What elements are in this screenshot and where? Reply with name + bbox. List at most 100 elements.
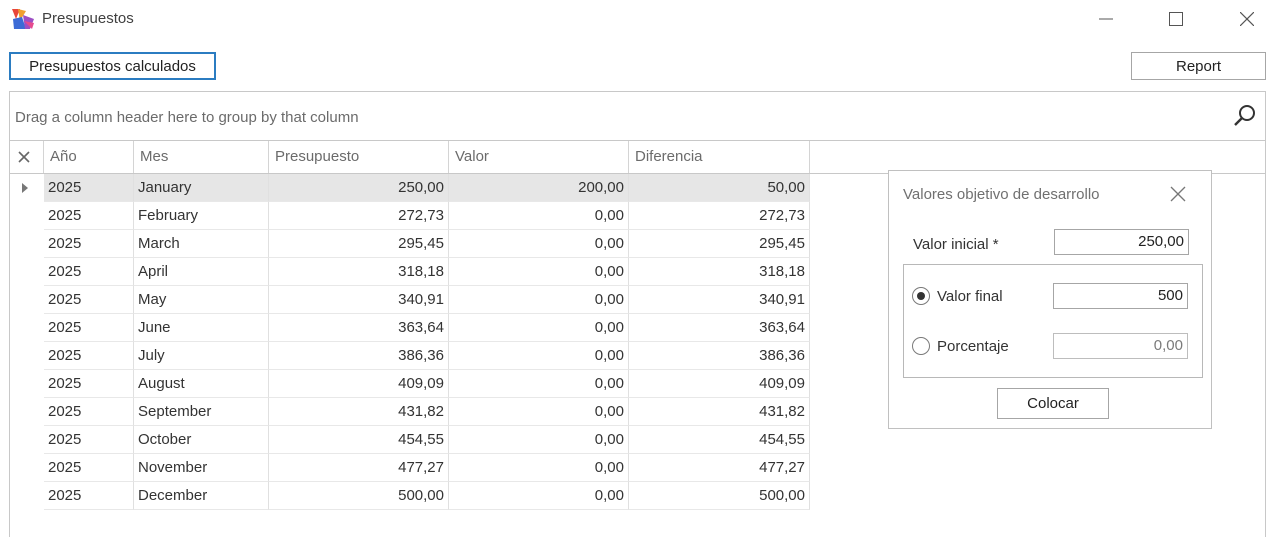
- cell-presupuesto[interactable]: 386,36: [269, 342, 449, 370]
- table-row[interactable]: 2025 February 272,73 0,00 272,73: [10, 202, 810, 230]
- cell-diferencia[interactable]: 409,09: [629, 370, 810, 398]
- cell-presupuesto[interactable]: 500,00: [269, 482, 449, 510]
- final-value-field[interactable]: 500: [1053, 283, 1188, 309]
- app-logo-icon: [12, 9, 34, 29]
- cell-diferencia[interactable]: 363,64: [629, 314, 810, 342]
- cell-presupuesto[interactable]: 454,55: [269, 426, 449, 454]
- cell-ano[interactable]: 2025: [44, 426, 134, 454]
- table-row[interactable]: 2025 January 250,00 200,00 50,00: [10, 174, 810, 202]
- table-row[interactable]: 2025 September 431,82 0,00 431,82: [10, 398, 810, 426]
- cell-presupuesto[interactable]: 409,09: [269, 370, 449, 398]
- cell-mes[interactable]: July: [134, 342, 269, 370]
- cell-diferencia[interactable]: 500,00: [629, 482, 810, 510]
- table-row[interactable]: 2025 August 409,09 0,00 409,09: [10, 370, 810, 398]
- column-header-diferencia[interactable]: Diferencia: [629, 141, 810, 173]
- column-header-row: Año Mes Presupuesto Valor Diferencia: [10, 141, 1265, 174]
- cell-ano[interactable]: 2025: [44, 454, 134, 482]
- maximize-button[interactable]: [1158, 4, 1194, 34]
- cell-presupuesto[interactable]: 250,00: [269, 174, 449, 202]
- cell-valor[interactable]: 0,00: [449, 482, 629, 510]
- cell-diferencia[interactable]: 318,18: [629, 258, 810, 286]
- cell-ano[interactable]: 2025: [44, 202, 134, 230]
- table-row[interactable]: 2025 October 454,55 0,00 454,55: [10, 426, 810, 454]
- cell-valor[interactable]: 0,00: [449, 426, 629, 454]
- cell-presupuesto[interactable]: 295,45: [269, 230, 449, 258]
- clear-icon: [18, 151, 30, 163]
- cell-valor[interactable]: 0,00: [449, 286, 629, 314]
- apply-button[interactable]: Colocar: [997, 388, 1109, 419]
- cell-diferencia[interactable]: 340,91: [629, 286, 810, 314]
- cell-ano[interactable]: 2025: [44, 230, 134, 258]
- cell-valor[interactable]: 0,00: [449, 258, 629, 286]
- cell-presupuesto[interactable]: 431,82: [269, 398, 449, 426]
- cell-mes[interactable]: August: [134, 370, 269, 398]
- close-button[interactable]: [1229, 4, 1265, 34]
- table-row[interactable]: 2025 July 386,36 0,00 386,36: [10, 342, 810, 370]
- cell-valor[interactable]: 0,00: [449, 202, 629, 230]
- report-button[interactable]: Report: [1131, 52, 1266, 80]
- cell-mes[interactable]: May: [134, 286, 269, 314]
- cell-diferencia[interactable]: 477,27: [629, 454, 810, 482]
- data-grid: Drag a column header here to group by th…: [9, 91, 1266, 537]
- cell-mes[interactable]: November: [134, 454, 269, 482]
- group-panel[interactable]: Drag a column header here to group by th…: [10, 92, 1265, 141]
- cell-valor[interactable]: 0,00: [449, 370, 629, 398]
- cell-valor[interactable]: 0,00: [449, 314, 629, 342]
- column-header-valor[interactable]: Valor: [449, 141, 629, 173]
- initial-value-field[interactable]: 250,00: [1054, 229, 1189, 255]
- cell-presupuesto[interactable]: 272,73: [269, 202, 449, 230]
- cell-ano[interactable]: 2025: [44, 482, 134, 510]
- cell-ano[interactable]: 2025: [44, 342, 134, 370]
- presupuestos-calculados-button[interactable]: Presupuestos calculados: [9, 52, 216, 80]
- cell-mes[interactable]: February: [134, 202, 269, 230]
- table-row[interactable]: 2025 November 477,27 0,00 477,27: [10, 454, 810, 482]
- cell-diferencia[interactable]: 295,45: [629, 230, 810, 258]
- table-row[interactable]: 2025 April 318,18 0,00 318,18: [10, 258, 810, 286]
- table-row[interactable]: 2025 March 295,45 0,00 295,45: [10, 230, 810, 258]
- table-row[interactable]: 2025 May 340,91 0,00 340,91: [10, 286, 810, 314]
- cell-valor[interactable]: 0,00: [449, 230, 629, 258]
- column-header-mes[interactable]: Mes: [134, 141, 269, 173]
- cell-ano[interactable]: 2025: [44, 398, 134, 426]
- cell-presupuesto[interactable]: 477,27: [269, 454, 449, 482]
- column-header-presupuesto[interactable]: Presupuesto: [269, 141, 449, 173]
- clear-filter-button[interactable]: [10, 141, 44, 173]
- maximize-icon: [1169, 12, 1183, 26]
- cell-valor[interactable]: 200,00: [449, 174, 629, 202]
- row-indicator-icon: [22, 183, 28, 193]
- cell-mes[interactable]: April: [134, 258, 269, 286]
- cell-presupuesto[interactable]: 318,18: [269, 258, 449, 286]
- cell-diferencia[interactable]: 50,00: [629, 174, 810, 202]
- cell-presupuesto[interactable]: 363,64: [269, 314, 449, 342]
- cell-valor[interactable]: 0,00: [449, 454, 629, 482]
- final-value-radio[interactable]: [912, 287, 930, 305]
- cell-presupuesto[interactable]: 340,91: [269, 286, 449, 314]
- cell-mes[interactable]: June: [134, 314, 269, 342]
- column-header-ano[interactable]: Año: [44, 141, 134, 173]
- cell-diferencia[interactable]: 454,55: [629, 426, 810, 454]
- minimize-icon: [1099, 18, 1113, 20]
- cell-valor[interactable]: 0,00: [449, 398, 629, 426]
- cell-diferencia[interactable]: 386,36: [629, 342, 810, 370]
- cell-diferencia[interactable]: 431,82: [629, 398, 810, 426]
- cell-diferencia[interactable]: 272,73: [629, 202, 810, 230]
- cell-mes[interactable]: January: [134, 174, 269, 202]
- cell-ano[interactable]: 2025: [44, 286, 134, 314]
- table-row[interactable]: 2025 June 363,64 0,00 363,64: [10, 314, 810, 342]
- percentage-field[interactable]: 0,00: [1053, 333, 1188, 359]
- search-icon[interactable]: [1233, 104, 1257, 128]
- percentage-radio[interactable]: [912, 337, 930, 355]
- cell-ano[interactable]: 2025: [44, 314, 134, 342]
- cell-valor[interactable]: 0,00: [449, 342, 629, 370]
- cell-ano[interactable]: 2025: [44, 258, 134, 286]
- cell-mes[interactable]: October: [134, 426, 269, 454]
- target-mode-group: Valor final 500 Porcentaje 0,00: [903, 264, 1203, 378]
- close-icon[interactable]: [1169, 185, 1187, 203]
- cell-ano[interactable]: 2025: [44, 370, 134, 398]
- cell-mes[interactable]: March: [134, 230, 269, 258]
- cell-mes[interactable]: December: [134, 482, 269, 510]
- cell-ano[interactable]: 2025: [44, 174, 134, 202]
- cell-mes[interactable]: September: [134, 398, 269, 426]
- minimize-button[interactable]: [1088, 4, 1124, 34]
- table-row[interactable]: 2025 December 500,00 0,00 500,00: [10, 482, 810, 510]
